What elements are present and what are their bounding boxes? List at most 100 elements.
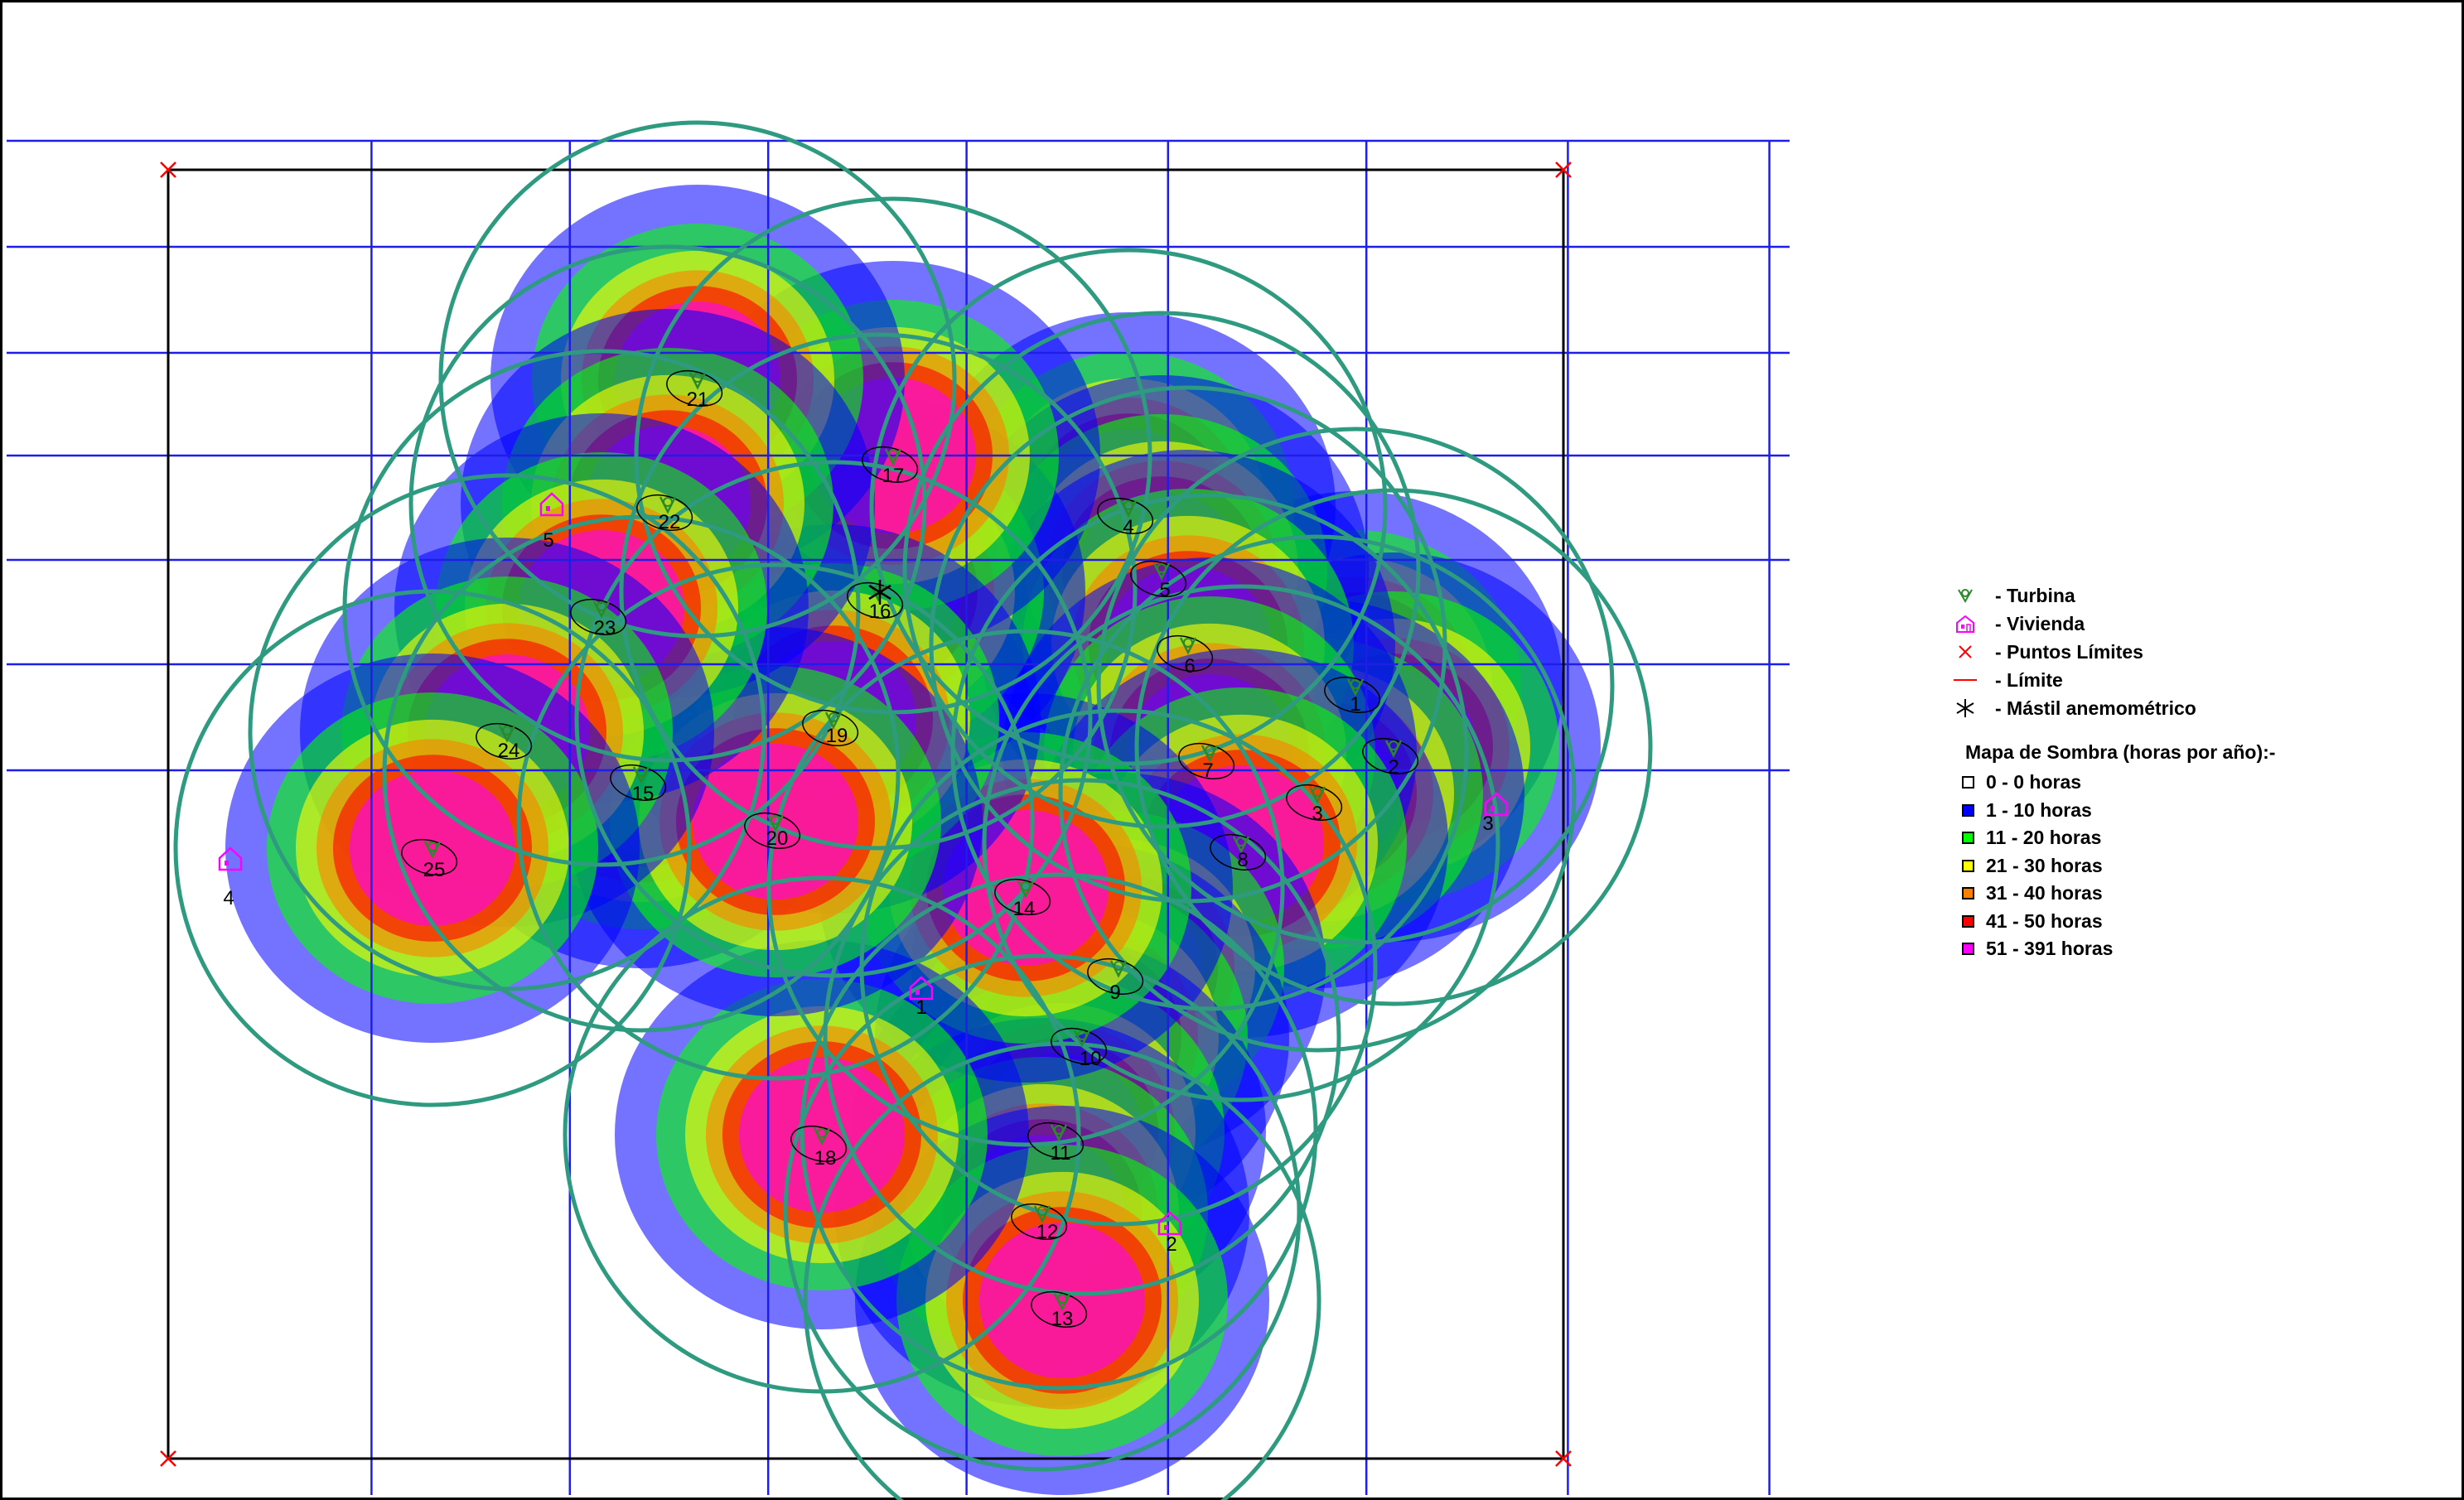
shadow-radius-circle (408, 244, 927, 763)
shadow-radius-circle (574, 460, 1093, 978)
turbine-label: 23 (594, 617, 616, 639)
legend-item-turbine: - Turbina (1952, 581, 2416, 610)
turbine-marker[interactable]: 8 (1206, 829, 1269, 875)
color-swatch (1962, 914, 1974, 928)
boundary (167, 168, 1565, 1460)
shadow-radius-circle (1096, 427, 1615, 945)
limit-point-icon (1555, 1450, 1572, 1467)
color-swatch (1962, 776, 1974, 789)
cross-icon (1952, 639, 1978, 665)
shadow-class-row: 1 - 10 horas (1952, 797, 2416, 825)
turbine-shadow-outline (1324, 676, 1381, 713)
shadow-radius-circle (248, 473, 766, 991)
asterisk-icon (1952, 695, 1978, 721)
mast-icon[interactable] (868, 580, 891, 605)
turbine-shadow-outline (802, 709, 859, 746)
turbine-label: 9 (1109, 982, 1120, 1004)
house-icon[interactable]: 3 (1482, 792, 1509, 835)
turbine-shadow-outline (1286, 784, 1343, 821)
shadow-radius-circles (173, 120, 1653, 1500)
turbine-marker[interactable]: 18 (787, 1121, 850, 1170)
turbine-marker[interactable]: 19 (799, 705, 862, 751)
turbine-marker[interactable]: 6 (1153, 630, 1216, 678)
turbine-shadow-outline (1178, 742, 1235, 779)
turbine-marker[interactable]: 10 (1047, 1023, 1110, 1070)
shadow-radius-circle (783, 953, 1302, 1472)
shadow-radius-circle (634, 196, 1152, 715)
turbine-marker[interactable]: 13 (1027, 1286, 1090, 1333)
limit-point-icon (1555, 162, 1572, 178)
turbine-shadow-outline (570, 598, 627, 635)
color-swatch (1962, 887, 1974, 900)
turbine-shadow-outline (862, 446, 919, 483)
turbine-marker[interactable]: 9 (1084, 953, 1147, 1004)
turbine-shadow-outline (1210, 833, 1267, 871)
turbine-marker[interactable]: 23 (567, 594, 630, 640)
legend-item-limit-points: - Puntos Límites (1952, 638, 2416, 666)
turbine-marker[interactable]: 14 (991, 874, 1054, 920)
house-icon[interactable]: 2 (1157, 1211, 1182, 1256)
shadow-class-label: 41 - 50 horas (1986, 909, 2103, 932)
shadow-radius-circle (982, 584, 1500, 1102)
shadow-class-row: 51 - 391 horas (1952, 935, 2416, 963)
limit-points (160, 162, 1572, 1467)
shadow-radius-circle (869, 248, 1388, 766)
color-swatch (1962, 859, 1974, 872)
turbines: 1234567891011121314151617181920212223242… (398, 365, 1422, 1333)
turbine-marker[interactable]: 4 (1094, 493, 1157, 539)
turbine-shadow-outline (476, 722, 533, 760)
legend-item-limit: - Límite (1952, 666, 2416, 694)
turbine-label: 22 (659, 511, 681, 533)
turbine-marker[interactable]: 1 (1321, 672, 1384, 718)
house-icon[interactable]: 5 (539, 492, 564, 552)
house-label: 4 (223, 887, 234, 909)
turbine-marker[interactable]: 7 (1175, 738, 1238, 784)
turbine-label: 2 (1388, 756, 1399, 779)
coordinate-grid (7, 139, 1790, 1495)
turbine-marker[interactable]: 22 (633, 490, 696, 536)
legend-label: - Mástil anemométrico (1995, 697, 2196, 719)
turbine-marker[interactable]: 3 (1283, 779, 1346, 826)
legend-label: - Vivienda (1995, 612, 2085, 634)
shadow-class-label: 11 - 20 horas (1986, 827, 2102, 849)
turbine-icon (1952, 582, 1978, 609)
turbine-marker[interactable]: 25 (398, 834, 461, 881)
turbine-label: 3 (1312, 803, 1322, 825)
turbine-marker[interactable]: 15 (606, 760, 669, 806)
shadow-radius-circle (902, 311, 1421, 829)
turbine-shadow-outline (1031, 1290, 1088, 1328)
shadow-legend-title: Mapa de Sombra (horas por año):- (1965, 741, 2276, 763)
shadow-class-label: 21 - 30 horas (1986, 854, 2103, 876)
house-icon[interactable]: 1 (909, 976, 934, 1019)
turbine-marker[interactable]: 24 (472, 718, 535, 764)
turbine-marker[interactable]: 5 (1127, 556, 1190, 602)
shadow-ring (350, 770, 515, 926)
turbine-marker[interactable]: 20 (741, 808, 804, 854)
turbine-label: 17 (882, 465, 905, 487)
turbine-shadow-outline (790, 1125, 848, 1162)
turbine-label: 11 (1051, 1142, 1071, 1165)
turbine-marker[interactable]: 11 (1024, 1117, 1087, 1165)
legend-label: - Puntos Límites (1995, 640, 2143, 663)
turbine-marker[interactable]: 12 (1007, 1199, 1070, 1245)
house-icon[interactable]: 4 (218, 846, 243, 909)
turbine-label: 1 (1350, 693, 1360, 716)
shadow-radius-circle (950, 493, 1469, 1011)
turbine-shadow-outline (401, 838, 458, 875)
limit-point-icon (160, 162, 176, 178)
turbine-shadow-outline (994, 878, 1051, 915)
shadow-class-row: 0 - 0 horas (1952, 769, 2416, 797)
shadow-class-label: 0 - 0 horas (1986, 771, 2082, 793)
shadow-radius-circle (516, 562, 1035, 1081)
turbine-marker[interactable]: 21 (663, 365, 726, 412)
color-swatch (1962, 803, 1974, 817)
turbine-shadow-outline (744, 812, 801, 849)
color-swatch (1962, 832, 1974, 845)
turbine-marker[interactable]: 17 (858, 441, 921, 488)
limit-point-icon (160, 1450, 176, 1467)
legend-item-mast: - Mástil anemométrico (1952, 694, 2416, 722)
turbine-marker[interactable]: 2 (1359, 733, 1422, 779)
